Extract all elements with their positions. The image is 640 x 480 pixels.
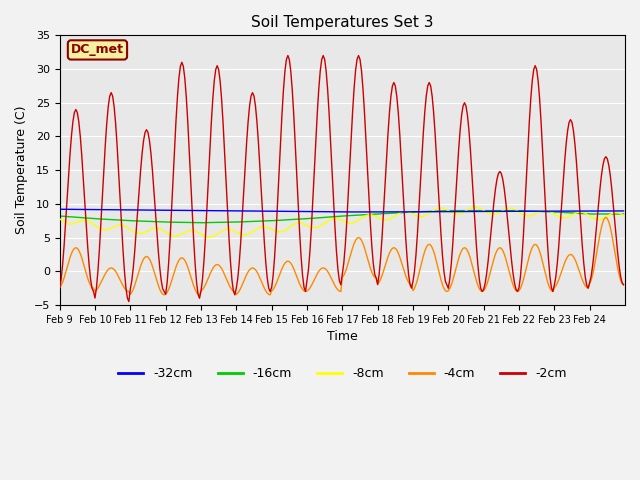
Y-axis label: Soil Temperature (C): Soil Temperature (C) xyxy=(15,106,28,234)
Title: Soil Temperatures Set 3: Soil Temperatures Set 3 xyxy=(251,15,433,30)
Text: DC_met: DC_met xyxy=(71,43,124,57)
Legend: -32cm, -16cm, -8cm, -4cm, -2cm: -32cm, -16cm, -8cm, -4cm, -2cm xyxy=(113,362,572,385)
X-axis label: Time: Time xyxy=(327,330,358,343)
